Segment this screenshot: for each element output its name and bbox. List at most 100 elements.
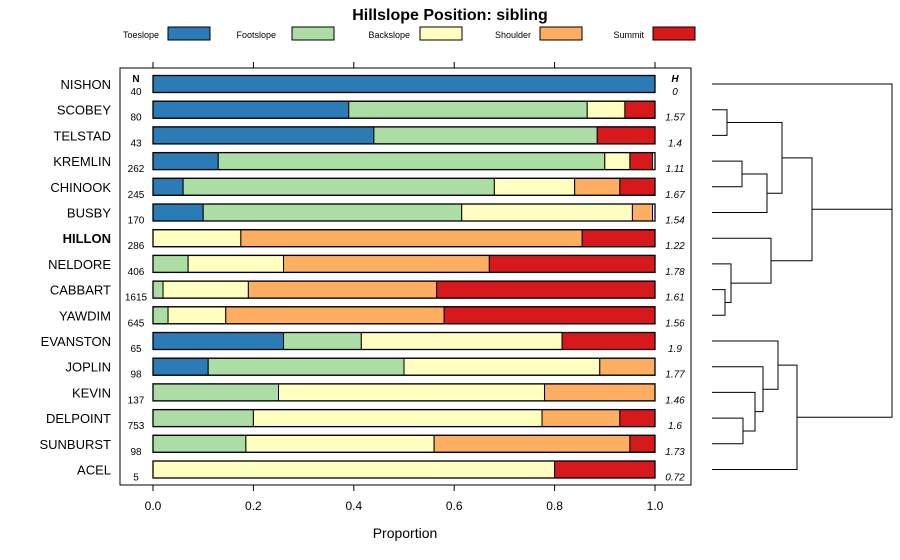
h-value-joplin: 1.77 (665, 370, 685, 381)
bar-joplin-toeslope (152, 357, 209, 376)
x-tick-label: 0.6 (446, 499, 463, 513)
bar-evanston-summit (561, 332, 656, 350)
dendrogram-branch (712, 109, 728, 136)
bar-chinook-summit (619, 177, 656, 196)
h-value-kevin: 1.46 (665, 395, 685, 406)
legend-label-summit: Summit (613, 30, 644, 40)
n-value-busby: 170 (128, 216, 145, 227)
bar-outline-scobey (152, 100, 656, 119)
n-value-sunburst: 98 (130, 447, 142, 458)
bar-outline-yawdim (152, 306, 656, 325)
n-value-scobey: 80 (130, 113, 142, 124)
n-value-acel: 5 (133, 473, 139, 484)
dendrogram-branch (797, 146, 893, 418)
bar-scobey-backslope (586, 100, 626, 119)
bar-cabbart-summit (436, 280, 656, 299)
bar-telstad-toeslope (152, 126, 375, 145)
dendrogram-branch (727, 122, 783, 194)
bar-outline-busby (152, 203, 656, 222)
h-value-busby: 1.54 (665, 216, 685, 227)
legend-label-shoulder: Shoulder (495, 30, 531, 40)
category-label-busby: BUSBY (67, 206, 111, 221)
bar-joplin-shoulder (599, 357, 656, 376)
bar-hillon-summit (581, 229, 656, 248)
bar-chinook-footslope (182, 177, 495, 196)
x-tick-label: 0.4 (345, 499, 362, 513)
legend-label-toeslope: Toeslope (123, 30, 159, 40)
bar-busby-footslope (202, 203, 463, 222)
plot-panel (119, 67, 692, 486)
category-label-yawdim: YAWDIM (59, 308, 111, 323)
bar-outline-sunburst (152, 434, 656, 453)
bar-joplin-footslope (207, 357, 405, 376)
bar-delpoint-summit (619, 409, 656, 428)
bar-neldore-footslope (152, 254, 189, 273)
category-label-acel: ACEL (77, 463, 111, 478)
bar-outline-cabbart (152, 280, 656, 299)
dendrogram-branch (712, 160, 743, 188)
bar-outline-joplin (152, 357, 656, 376)
bar-hillon-backslope (152, 229, 242, 248)
bar-chinook-backslope (493, 177, 576, 196)
bar-kremlin-toeslope (152, 152, 219, 171)
bar-busby-backslope (461, 203, 633, 222)
x-axis: 0.0 0.2 0.4 0.6 0.8 1.0 (145, 485, 664, 513)
h-value-nishon: 0 (672, 87, 678, 98)
bar-chinook-shoulder (574, 177, 621, 196)
h-value-kremlin: 1.11 (666, 164, 685, 175)
dendrogram-branch (712, 340, 779, 390)
bar-joplin-backslope (403, 357, 601, 376)
bar-yawdim-shoulder (225, 306, 445, 325)
bar-delpoint-shoulder (541, 409, 621, 428)
x-tick-label: 0.8 (546, 499, 563, 513)
bar-telstad-summit (596, 126, 656, 145)
bar-neldore-summit (488, 254, 656, 273)
bar-busby-toeslope (152, 203, 204, 222)
bar-outline-nishon (152, 74, 656, 94)
category-label-joplin: JOPLIN (65, 360, 111, 375)
legend-swatch-shoulder (539, 26, 583, 41)
bar-outline-neldore (152, 254, 656, 274)
legend-label-footslope: Footslope (236, 30, 276, 40)
bar-kremlin-footslope (217, 152, 606, 171)
bar-neldore-shoulder (283, 254, 490, 273)
bar-yawdim-summit (443, 306, 656, 325)
bar-kremlin-backslope (604, 152, 631, 171)
bar-scobey-summit (624, 100, 656, 119)
bar-scobey-toeslope (152, 100, 350, 119)
n-value-nishon: 40 (130, 87, 142, 98)
bar-kevin-backslope (278, 383, 546, 402)
legend-label-backslope: Backslope (368, 30, 410, 40)
category-label-cabbart: CABBART (50, 283, 111, 298)
h-value-sunburst: 1.73 (665, 447, 685, 458)
n-header: N (132, 74, 139, 85)
n-values: 40 80 43 262 245 170 286 406 1615 645 65 98 137 753 98… (125, 87, 148, 484)
category-labels: NISHON SCOBEY TELSTAD KREMLIN CHINOOK BUSBY HI… (39, 77, 111, 478)
category-label-kevin: KEVIN (72, 385, 111, 400)
n-value-delpoint: 753 (128, 421, 145, 432)
dendrogram-branch (712, 83, 893, 210)
dendrogram-branch (712, 237, 772, 284)
category-label-evanston: EVANSTON (41, 334, 111, 349)
h-value-evanston: 1.9 (668, 344, 682, 355)
h-value-neldore: 1.78 (665, 267, 685, 278)
category-label-nishon: NISHON (60, 77, 111, 92)
top-axis (152, 62, 656, 68)
bar-sunburst-footslope (152, 434, 247, 453)
h-value-cabbart: 1.61 (665, 293, 684, 304)
n-value-telstad: 43 (130, 138, 142, 149)
bar-yawdim-footslope (152, 306, 169, 325)
bar-outline-kevin (152, 383, 656, 402)
bar-acel-backslope (152, 460, 556, 479)
bar-telstad-footslope (373, 126, 598, 145)
dendrogram-branch (712, 417, 744, 445)
n-value-joplin: 98 (130, 370, 142, 381)
bar-kevin-shoulder (544, 383, 656, 402)
dendrogram (712, 83, 893, 470)
category-label-chinook: CHINOOK (50, 180, 111, 195)
bar-nishon-toeslope (152, 75, 656, 93)
bar-hillon-shoulder (240, 229, 583, 248)
bar-scobey-footslope (348, 100, 588, 119)
bar-kevin-footslope (152, 383, 279, 402)
